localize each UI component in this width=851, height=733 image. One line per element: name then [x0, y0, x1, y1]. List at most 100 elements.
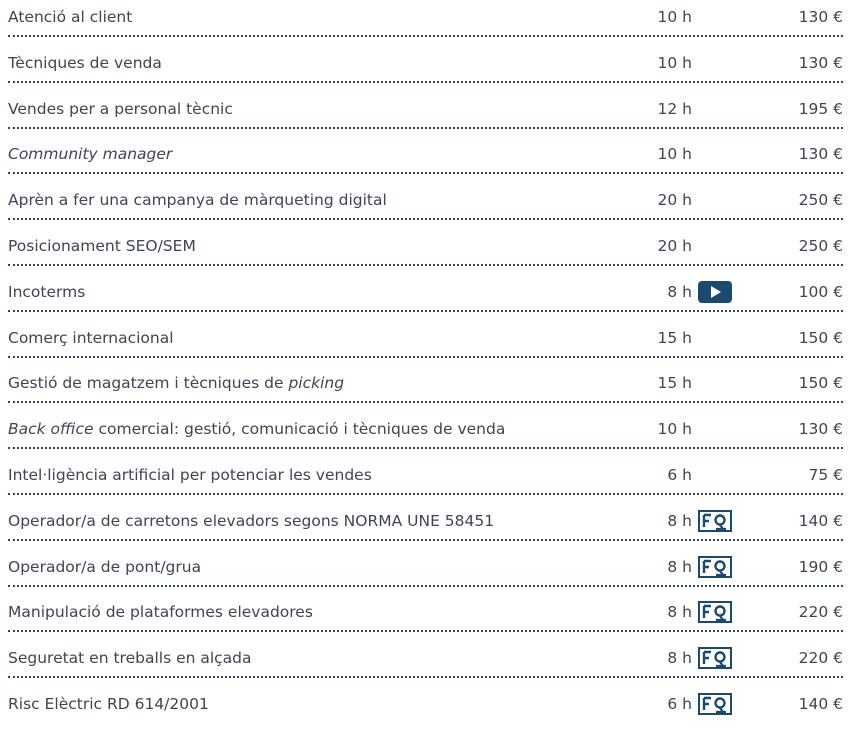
price: 130 €: [798, 420, 843, 439]
name-part: Aprèn a fer una campanya de màrqueting d…: [8, 191, 387, 210]
course-name: Community manager: [8, 143, 172, 165]
name-part: Back office: [8, 420, 94, 439]
price: 75 €: [808, 466, 843, 484]
certificate-icon: [698, 601, 732, 624]
name-part: Community manager: [8, 145, 173, 164]
separator: [8, 584, 843, 587]
course-row: Tècniques de venda 10 h 130 €: [0, 46, 851, 92]
course-row: Manipulació de plataformes elevadores 8 h…: [0, 595, 851, 641]
price: 130 €: [798, 145, 843, 164]
name-part: Intel·ligència artificial per potenciar …: [8, 466, 372, 484]
name-part: Tècniques de venda: [8, 53, 162, 72]
course-row: Back office comercial: gestió, comunicac…: [0, 412, 851, 458]
price: 130 €: [798, 53, 843, 72]
name-part: Comerç internacional: [8, 328, 174, 347]
separator: [8, 80, 843, 83]
name-part: Seguretat en treballs en alçada: [8, 649, 252, 668]
course-row: Atenció al client 10 h 130 €: [0, 0, 851, 46]
name-part: Vendes per a personal tècnic: [8, 99, 233, 118]
certificate-icon: [698, 693, 732, 715]
name-part: Atenció al client: [8, 8, 133, 26]
price: 100 €: [798, 282, 843, 301]
video-icon: [698, 280, 732, 303]
course-name: Tècniques de venda: [8, 52, 162, 74]
hours: 8 h: [667, 557, 692, 576]
course-name: Vendes per a personal tècnic: [8, 98, 233, 120]
certificate-icon: [698, 555, 732, 578]
separator: [8, 447, 843, 450]
name-part: Gestió de magatzem i tècniques de: [8, 374, 289, 393]
course-row: Risc Elèctric RD 614/2001 6 h 140 €: [0, 687, 851, 733]
separator: [8, 401, 843, 404]
price: 190 €: [798, 557, 843, 576]
name-part: Risc Elèctric RD 614/2001: [8, 695, 209, 713]
course-row: Gestió de magatzem i tècniques de pickin…: [0, 366, 851, 412]
course-name: Risc Elèctric RD 614/2001: [8, 693, 209, 715]
course-row: Aprèn a fer una campanya de màrqueting d…: [0, 183, 851, 229]
course-name: Seguretat en treballs en alçada: [8, 647, 252, 669]
separator: [8, 676, 843, 679]
course-row: Operador/a de pont/grua 8 h 190 €: [0, 550, 851, 596]
separator: [8, 630, 843, 633]
course-name: Manipulació de plataformes elevadores: [8, 601, 313, 623]
hours: 15 h: [657, 374, 692, 393]
course-name: Posicionament SEO/SEM: [8, 235, 196, 257]
hours: 8 h: [667, 282, 692, 301]
course-row: Intel·ligència artificial per potenciar …: [0, 458, 851, 504]
price: 150 €: [798, 374, 843, 393]
hours: 12 h: [657, 99, 692, 118]
hours: 8 h: [667, 649, 692, 668]
course-name: Atenció al client: [8, 6, 132, 28]
certificate-icon: [698, 647, 732, 670]
name-part: Posicionament SEO/SEM: [8, 237, 196, 255]
course-row: Posicionament SEO/SEM 20 h 250 €: [0, 229, 851, 275]
separator: [8, 126, 843, 129]
price: 130 €: [798, 8, 843, 26]
separator: [8, 35, 843, 37]
name-part: picking: [288, 374, 345, 393]
course-name: Comerç internacional: [8, 327, 174, 349]
course-row: Vendes per a personal tècnic 12 h 195 €: [0, 92, 851, 138]
course-row: Community manager 10 h 130 €: [0, 137, 851, 183]
course-name: Operador/a de carretons elevadors segons…: [8, 510, 494, 532]
course-name: Incoterms: [8, 281, 85, 303]
hours: 10 h: [657, 8, 692, 26]
hours: 15 h: [657, 328, 692, 347]
separator: [8, 172, 843, 175]
course-row: Seguretat en treballs en alçada 8 h 220 €: [0, 641, 851, 687]
hours: 6 h: [667, 695, 692, 713]
name-part: Incoterms: [8, 282, 86, 301]
separator: [8, 538, 843, 541]
name-part: Manipulació de plataformes elevadores: [8, 603, 313, 622]
name-part: Operador/a de carretons elevadors segons…: [8, 511, 495, 530]
price: 140 €: [798, 695, 843, 713]
hours: 10 h: [657, 53, 692, 72]
separator: [8, 264, 843, 266]
course-row: Incoterms 8 h 100 €: [0, 275, 851, 321]
hours: 6 h: [667, 466, 692, 484]
hours: 10 h: [657, 145, 692, 164]
hours: 8 h: [667, 511, 692, 530]
course-row: Operador/a de carretons elevadors segons…: [0, 504, 851, 550]
certificate-icon: [698, 509, 732, 532]
separator: [8, 218, 843, 221]
name-part: comercial: gestió, comunicació i tècniqu…: [93, 420, 506, 439]
price: 250 €: [798, 237, 843, 255]
course-name: Gestió de magatzem i tècniques de pickin…: [8, 372, 344, 394]
name-part: Operador/a de pont/grua: [8, 557, 202, 576]
course-name: Intel·ligència artificial per potenciar …: [8, 464, 372, 486]
price: 220 €: [798, 603, 843, 622]
course-row: Comerç internacional 15 h 150 €: [0, 321, 851, 367]
separator: [8, 355, 843, 358]
hours: 20 h: [657, 191, 692, 210]
hours: 10 h: [657, 420, 692, 439]
hours: 8 h: [667, 603, 692, 622]
separator: [8, 309, 843, 312]
price: 195 €: [798, 99, 843, 118]
price: 250 €: [798, 191, 843, 210]
price: 140 €: [798, 511, 843, 530]
course-name: Aprèn a fer una campanya de màrqueting d…: [8, 189, 387, 211]
hours: 20 h: [657, 237, 692, 255]
course-name: Back office comercial: gestió, comunicac…: [8, 418, 505, 440]
